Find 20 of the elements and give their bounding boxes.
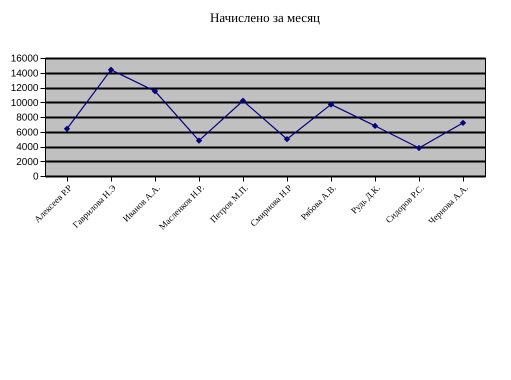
y-tick-label: 2000 bbox=[16, 156, 39, 168]
y-tick-label: 16000 bbox=[10, 54, 39, 64]
point bbox=[240, 98, 246, 104]
point bbox=[152, 88, 158, 94]
point bbox=[372, 122, 378, 130]
point bbox=[460, 120, 466, 126]
point bbox=[108, 66, 114, 73]
point bbox=[416, 144, 422, 152]
y-tick-label: 10000 bbox=[10, 98, 39, 109]
y-tick-label: 14000 bbox=[10, 68, 39, 80]
point bbox=[196, 137, 202, 144]
y-tick-label: 4000 bbox=[16, 142, 39, 153]
point bbox=[64, 126, 70, 132]
y-tick-label: 8000 bbox=[16, 112, 39, 124]
y-tick-label: 12000 bbox=[10, 83, 39, 94]
y-tick-label: 0 bbox=[32, 172, 39, 182]
point bbox=[284, 136, 290, 142]
point bbox=[328, 101, 334, 108]
y-tick-label: 6000 bbox=[16, 127, 39, 138]
chart-title: Начислено за месяц bbox=[210, 10, 320, 25]
